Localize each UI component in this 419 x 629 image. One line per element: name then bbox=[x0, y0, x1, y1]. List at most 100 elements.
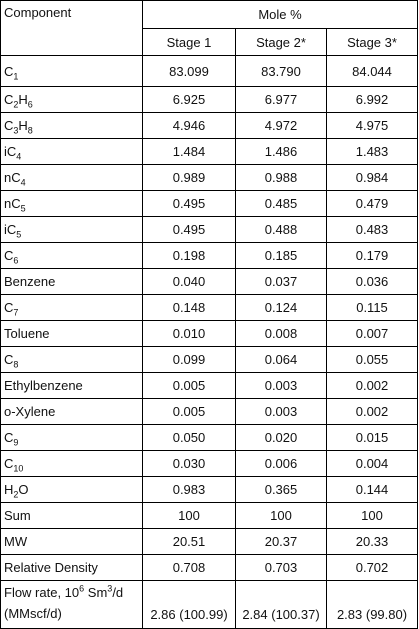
stage-1-flow-value: 2.86 (100.99) bbox=[142, 580, 236, 629]
table-row: iC4 1.484 1.486 1.483 bbox=[0, 138, 419, 165]
stage-2-value: 0.064 bbox=[235, 346, 327, 373]
component-base: Toluene bbox=[4, 326, 50, 341]
component-name: MW bbox=[0, 528, 143, 555]
stage-1-value: 0.040 bbox=[142, 268, 236, 295]
component-subscript: 2 bbox=[13, 489, 19, 500]
component-subscript-2: 6 bbox=[27, 99, 33, 110]
component-name: C8 bbox=[0, 346, 143, 373]
stage-2-value: 0.003 bbox=[235, 372, 327, 399]
stage-1-value: 0.050 bbox=[142, 424, 236, 451]
stage-1-value: 0.198 bbox=[142, 242, 236, 269]
stage-2-value: 100 bbox=[235, 502, 327, 529]
component-subscript: 5 bbox=[20, 203, 26, 214]
component-base: MW bbox=[4, 534, 28, 549]
flow-rate-label-part: /d bbox=[112, 585, 124, 600]
stage-1-value: 0.148 bbox=[142, 294, 236, 321]
flow-rate-label: Flow rate, 106 Sm3/d (MMscf/d) bbox=[0, 580, 143, 629]
component-subscript: 5 bbox=[16, 229, 22, 240]
stage-3-header: Stage 3* bbox=[325, 28, 419, 56]
stage-2-value: 0.008 bbox=[235, 320, 327, 347]
flow-rate-label-line-1: Flow rate, 106 Sm3/d bbox=[4, 582, 139, 603]
stage-2-value: 0.703 bbox=[235, 554, 327, 581]
component-base-2: H bbox=[18, 92, 28, 107]
stage-1-header: Stage 1 bbox=[142, 28, 236, 56]
stage-1-value: 0.495 bbox=[142, 190, 236, 217]
stage-1-value: 83.099 bbox=[142, 55, 236, 87]
component-name: C3H8 bbox=[0, 112, 143, 139]
component-base-2: O bbox=[18, 482, 29, 497]
component-base-2: H bbox=[18, 118, 28, 133]
stage-2-header: Stage 2* bbox=[235, 28, 327, 56]
component-base: C bbox=[4, 300, 14, 315]
header-row-group: Component Mole % bbox=[0, 0, 419, 56]
stage-3-value: 0.479 bbox=[325, 190, 419, 217]
component-subscript: 10 bbox=[13, 463, 24, 474]
component-base: C bbox=[4, 456, 14, 471]
component-name: o-Xylene bbox=[0, 398, 143, 425]
stage-3-value: 0.055 bbox=[325, 346, 419, 373]
table-row: iC5 0.495 0.488 0.483 bbox=[0, 216, 419, 243]
stage-3-value: 20.33 bbox=[325, 528, 419, 555]
stage-3-value: 0.702 bbox=[325, 554, 419, 581]
table-row: o-Xylene 0.005 0.003 0.002 bbox=[0, 398, 419, 425]
table-row: C3H8 4.946 4.972 4.975 bbox=[0, 112, 419, 139]
stage-3-value: 0.036 bbox=[325, 268, 419, 295]
component-base: C bbox=[4, 430, 14, 445]
component-subscript: 2 bbox=[13, 99, 19, 110]
component-base: C bbox=[4, 352, 14, 367]
header-row-stages: Stage 1 Stage 2* Stage 3* bbox=[1, 28, 419, 56]
component-header: Component bbox=[0, 0, 143, 56]
flow-rate-label-line-2: (MMscf/d) bbox=[4, 606, 62, 621]
component-name: Relative Density bbox=[0, 554, 143, 581]
flow-rate-row: Flow rate, 106 Sm3/d (MMscf/d) 2.86 (100.9… bbox=[0, 580, 419, 629]
table-row: C1 83.099 83.790 84.044 bbox=[0, 55, 419, 87]
component-name: C6 bbox=[0, 242, 143, 269]
component-base: C bbox=[4, 248, 14, 263]
stage-1-value: 0.010 bbox=[142, 320, 236, 347]
stage-2-value: 0.485 bbox=[235, 190, 327, 217]
stage-1-value: 0.708 bbox=[142, 554, 236, 581]
component-name: C7 bbox=[0, 294, 143, 321]
component-base: C bbox=[4, 118, 14, 133]
stage-3-value: 0.144 bbox=[325, 476, 419, 503]
stage-2-value: 4.972 bbox=[235, 112, 327, 139]
table-row: Toluene 0.010 0.008 0.007 bbox=[0, 320, 419, 347]
table-row: Sum 100 100 100 bbox=[0, 502, 419, 529]
stage-3-value: 0.984 bbox=[325, 164, 419, 191]
stage-1-value: 0.030 bbox=[142, 450, 236, 477]
stage-3-flow-value: 2.83 (99.80) bbox=[325, 580, 419, 629]
component-base: C bbox=[4, 92, 14, 107]
stage-2-value: 6.977 bbox=[235, 86, 327, 113]
stage-3-value: 6.992 bbox=[325, 86, 419, 113]
table-row: C7 0.148 0.124 0.115 bbox=[0, 294, 419, 321]
stage-3-value: 0.002 bbox=[325, 372, 419, 399]
component-subscript: 4 bbox=[20, 177, 26, 188]
stage-2-value: 0.988 bbox=[235, 164, 327, 191]
component-subscript: 6 bbox=[13, 255, 19, 266]
component-subscript: 1 bbox=[13, 71, 19, 82]
stage-1-value: 0.495 bbox=[142, 216, 236, 243]
component-base: iC bbox=[4, 222, 17, 237]
table-row: H2O 0.983 0.365 0.144 bbox=[0, 476, 419, 503]
stage-2-flow-value: 2.84 (100.37) bbox=[235, 580, 327, 629]
stage-1-value: 0.983 bbox=[142, 476, 236, 503]
stage-1-value: 0.005 bbox=[142, 372, 236, 399]
component-name: Ethylbenzene bbox=[0, 372, 143, 399]
component-subscript: 3 bbox=[13, 125, 19, 136]
stage-1-value: 4.946 bbox=[142, 112, 236, 139]
stage-3-value: 0.483 bbox=[325, 216, 419, 243]
table-row: nC4 0.989 0.988 0.984 bbox=[0, 164, 419, 191]
table-row: C8 0.099 0.064 0.055 bbox=[0, 346, 419, 373]
stage-2-value: 0.020 bbox=[235, 424, 327, 451]
stage-1-value: 1.484 bbox=[142, 138, 236, 165]
component-subscript: 4 bbox=[16, 151, 22, 162]
stage-3-value: 0.007 bbox=[325, 320, 419, 347]
component-subscript: 8 bbox=[13, 359, 19, 370]
component-name: C9 bbox=[0, 424, 143, 451]
stage-3-value: 0.179 bbox=[325, 242, 419, 269]
stage-2-value: 0.037 bbox=[235, 268, 327, 295]
component-name: C1 bbox=[0, 55, 143, 87]
component-name: iC5 bbox=[0, 216, 143, 243]
flow-rate-label-part: 3 bbox=[107, 583, 113, 594]
table-row: nC5 0.495 0.485 0.479 bbox=[0, 190, 419, 217]
